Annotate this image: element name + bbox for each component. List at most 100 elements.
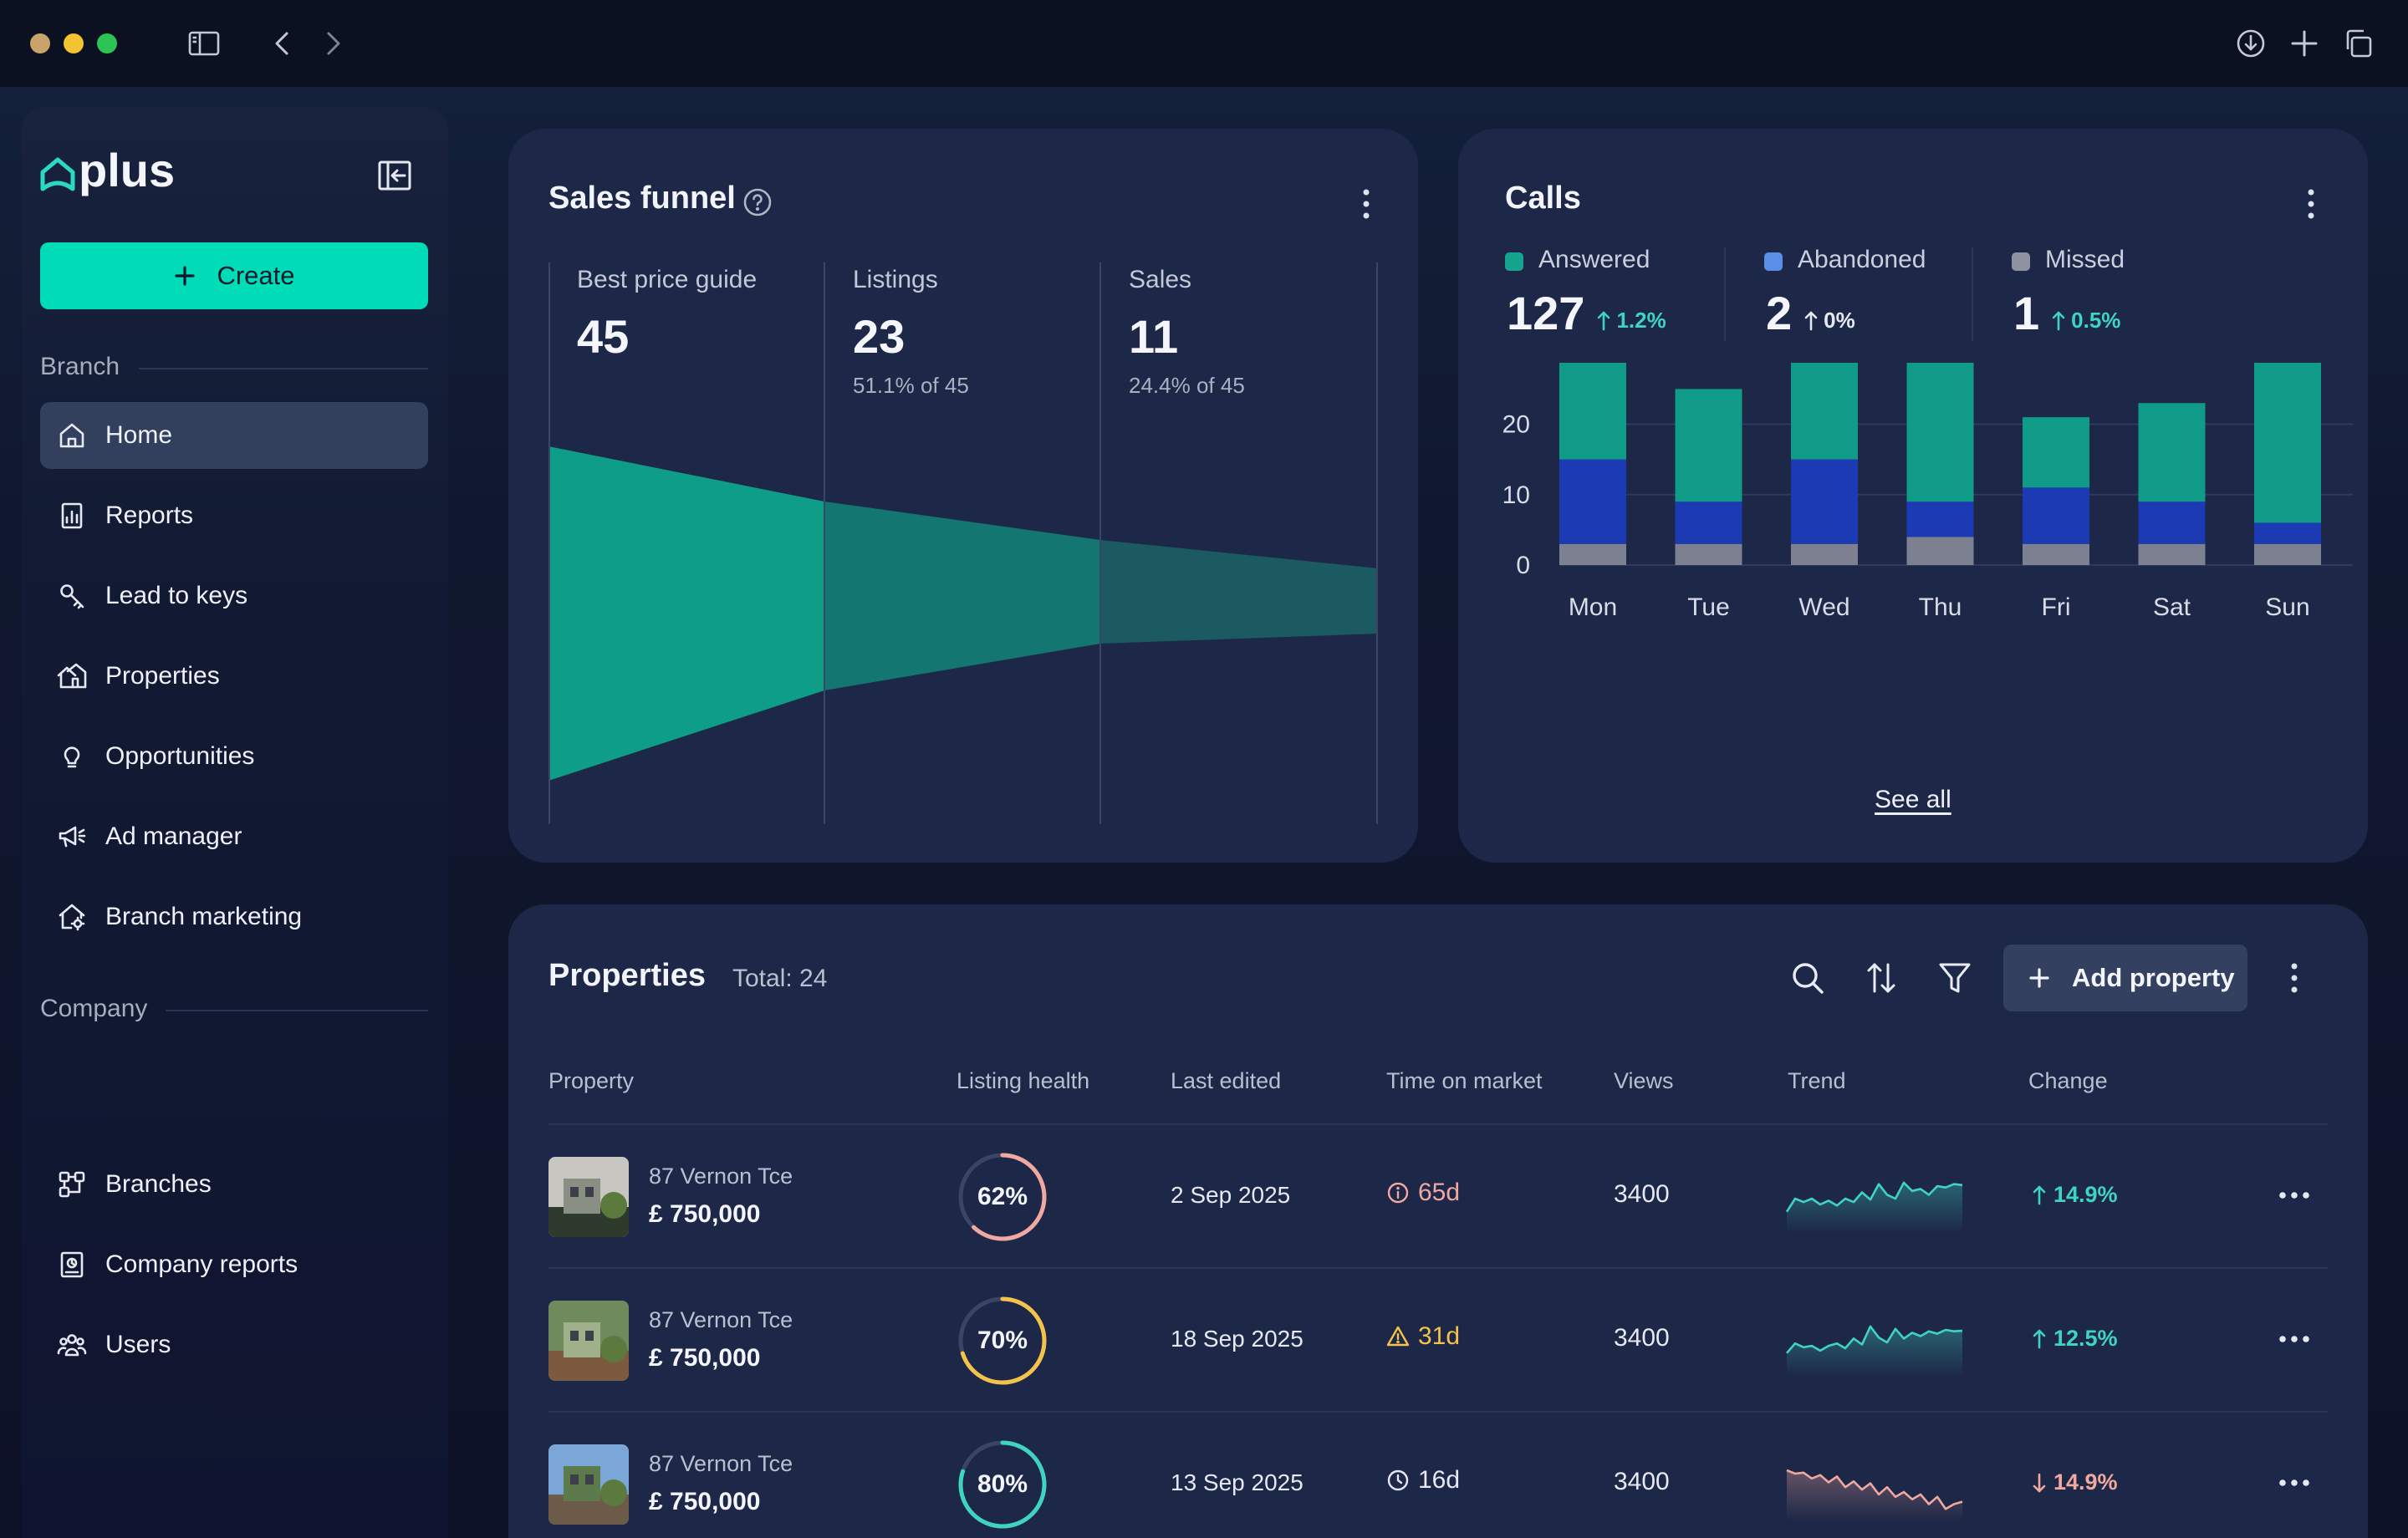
column-header-last-edited[interactable]: Last edited bbox=[1171, 1068, 1282, 1093]
bar-segment-abandoned bbox=[1906, 502, 1974, 537]
see-all-link[interactable]: See all bbox=[1875, 786, 1951, 813]
info-icon bbox=[1386, 1181, 1410, 1204]
sidebar-item-ad-manager[interactable]: Ad manager bbox=[40, 803, 428, 870]
sidebar-item-label: Home bbox=[105, 421, 173, 449]
bar-segment-missed bbox=[1559, 543, 1626, 565]
row-menu-icon[interactable] bbox=[2274, 1473, 2314, 1493]
funnel-stage-3 bbox=[1100, 540, 1378, 644]
views-count: 3400 bbox=[1614, 1180, 1670, 1208]
sidebar-item-label: Users bbox=[105, 1331, 171, 1358]
sidebar-toggle-icon[interactable] bbox=[187, 27, 221, 60]
column-header-property[interactable]: Property bbox=[548, 1068, 635, 1093]
report-icon bbox=[57, 501, 87, 531]
collapse-sidebar-icon[interactable] bbox=[376, 157, 413, 194]
bar-segment-abandoned bbox=[1791, 459, 1858, 544]
plus-icon bbox=[175, 266, 196, 286]
trend-sparkline bbox=[1786, 1181, 1963, 1234]
help-icon[interactable] bbox=[742, 187, 773, 217]
section-divider bbox=[139, 368, 428, 369]
minimize-window-button[interactable] bbox=[64, 33, 84, 53]
arrow-up-icon bbox=[2052, 311, 2065, 330]
download-icon[interactable] bbox=[2234, 27, 2268, 60]
stat-divider bbox=[1972, 247, 1973, 341]
properties-menu-icon[interactable] bbox=[2284, 958, 2304, 998]
row-divider bbox=[548, 1411, 2328, 1413]
bar-segment-answered bbox=[2254, 363, 2321, 523]
sidebar-item-reports[interactable]: Reports bbox=[40, 482, 428, 549]
sidebar-item-label: Branches bbox=[105, 1170, 212, 1198]
forward-icon[interactable] bbox=[316, 27, 349, 60]
filter-icon[interactable] bbox=[1936, 960, 1973, 996]
table-divider bbox=[548, 1123, 2328, 1125]
new-tab-icon[interactable] bbox=[2288, 27, 2321, 60]
sidebar-item-users[interactable]: Users bbox=[40, 1311, 428, 1378]
column-header-views[interactable]: Views bbox=[1614, 1068, 1674, 1093]
search-icon[interactable] bbox=[1789, 960, 1826, 996]
create-button[interactable]: Create bbox=[40, 242, 428, 309]
legend-swatch bbox=[1764, 252, 1783, 271]
company-section-label: Company bbox=[40, 995, 148, 1022]
trend-sparkline bbox=[1786, 1325, 1963, 1378]
sidebar-item-home[interactable]: Home bbox=[40, 402, 428, 469]
house-gear-icon bbox=[57, 902, 87, 932]
funnel-graphic bbox=[548, 262, 1378, 824]
add-property-button[interactable]: Add property bbox=[2003, 945, 2247, 1011]
time-on-market: 16d bbox=[1386, 1466, 1460, 1495]
legend-label: Missed bbox=[2045, 246, 2125, 273]
y-tick-label: 20 bbox=[1502, 411, 1530, 439]
funnel-menu-icon[interactable] bbox=[1356, 184, 1376, 224]
window-titlebar bbox=[0, 0, 2408, 87]
row-menu-icon[interactable] bbox=[2274, 1329, 2314, 1349]
create-label: Create bbox=[217, 261, 295, 290]
sales-funnel-card: Sales funnel Best price guide 45 Listing… bbox=[508, 129, 1418, 863]
funnel-stage-1 bbox=[548, 446, 824, 781]
row-menu-icon[interactable] bbox=[2274, 1185, 2314, 1205]
sidebar-item-label: Ad manager bbox=[105, 822, 242, 850]
bar-segment-missed bbox=[2254, 543, 2321, 565]
call-stat-value: 1 bbox=[2013, 287, 2040, 339]
back-icon[interactable] bbox=[266, 27, 299, 60]
last-edited: 13 Sep 2025 bbox=[1171, 1469, 1303, 1495]
properties-total: Total: 24 bbox=[732, 965, 828, 992]
bar-segment-answered bbox=[2138, 403, 2206, 502]
x-tick-label: Sat bbox=[2153, 593, 2191, 621]
column-header-time-on-market[interactable]: Time on market bbox=[1386, 1068, 1543, 1093]
property-price: £ 750,000 bbox=[649, 1200, 761, 1228]
bar-segment-abandoned bbox=[1675, 502, 1742, 544]
column-header-change[interactable]: Change bbox=[2028, 1068, 2108, 1093]
funnel-stage-label: Best price guide bbox=[577, 266, 758, 293]
time-on-market-value: 31d bbox=[1418, 1322, 1461, 1350]
sidebar-item-properties[interactable]: Properties bbox=[40, 643, 428, 710]
sidebar-item-label: Branch marketing bbox=[105, 903, 303, 930]
funnel-stage-2 bbox=[824, 502, 1100, 690]
call-stat-delta: 0.5% bbox=[2051, 308, 2120, 334]
clock-icon bbox=[1386, 1469, 1410, 1492]
call-stat-delta-text: 0.5% bbox=[2071, 308, 2121, 333]
tabs-overview-icon[interactable] bbox=[2341, 27, 2375, 60]
column-header-listing-health[interactable]: Listing health bbox=[957, 1068, 1090, 1093]
sidebar: plus Create Branch Home Reports Lead to ke… bbox=[22, 107, 448, 1538]
close-window-button[interactable] bbox=[30, 33, 50, 53]
maximize-window-button[interactable] bbox=[97, 33, 117, 53]
column-header-trend[interactable]: Trend bbox=[1788, 1068, 1846, 1093]
add-property-label: Add property bbox=[2072, 963, 2235, 992]
time-on-market-value: 16d bbox=[1418, 1466, 1461, 1494]
sidebar-item-company-reports[interactable]: Company reports bbox=[40, 1231, 428, 1298]
views-count: 3400 bbox=[1614, 1468, 1670, 1495]
keys-icon bbox=[57, 581, 87, 611]
listing-health-gauge: 80% bbox=[957, 1439, 1048, 1530]
y-tick-label: 30 bbox=[1502, 363, 1530, 368]
sidebar-item-branches[interactable]: Branches bbox=[40, 1151, 428, 1218]
calls-menu-icon[interactable] bbox=[2301, 184, 2321, 224]
table-row[interactable]: 87 Vernon Tce £ 750,000 70% 18 Sep 2025 31d 3… bbox=[548, 1269, 2328, 1413]
sidebar-item-opportunities[interactable]: Opportunities bbox=[40, 723, 428, 790]
sidebar-item-branch-marketing[interactable]: Branch marketing bbox=[40, 884, 428, 950]
sort-icon[interactable] bbox=[1863, 960, 1900, 996]
table-row[interactable]: 87 Vernon Tce £ 750,000 62% 2 Sep 2025 65d 34… bbox=[548, 1125, 2328, 1269]
property-address: 87 Vernon Tce bbox=[649, 1307, 793, 1332]
table-row[interactable]: 87 Vernon Tce £ 750,000 80% 13 Sep 2025 16d 3… bbox=[548, 1413, 2328, 1538]
gauge-fill bbox=[958, 1296, 1047, 1385]
stat-divider bbox=[1724, 247, 1726, 341]
x-tick-label: Fri bbox=[2042, 593, 2071, 621]
sidebar-item-lead-to-keys[interactable]: Lead to keys bbox=[40, 563, 428, 629]
